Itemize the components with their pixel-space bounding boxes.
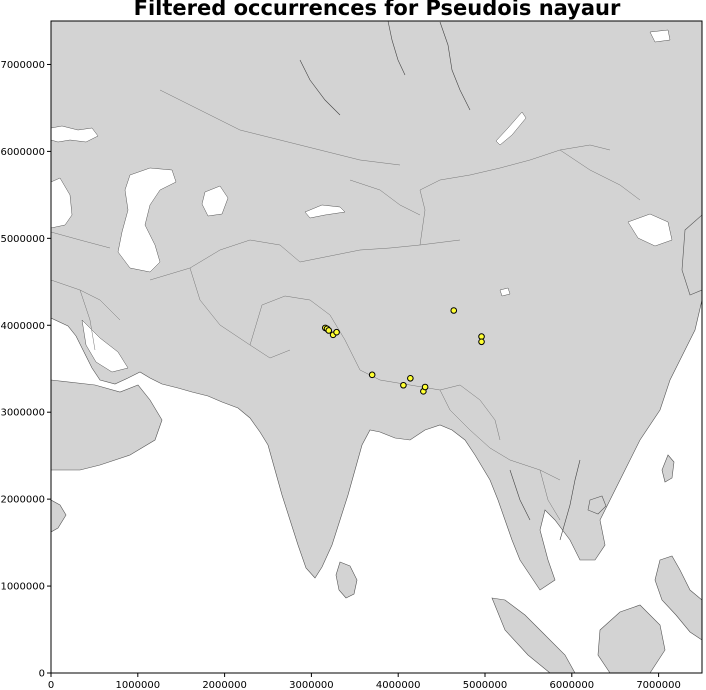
landmass-sri-lanka [335, 561, 358, 599]
occurrence-point [325, 327, 333, 334]
occurrence-point [400, 381, 407, 389]
y-tick-label: 4000000 [0, 321, 45, 332]
landmass-philippines [654, 555, 702, 641]
y-tick-label: 5000000 [0, 234, 45, 245]
y-tick-label: 2000000 [0, 495, 45, 506]
occurrence-points [321, 307, 485, 395]
river-lines [299, 21, 581, 541]
landmass-borneo [597, 604, 666, 673]
x-tick-label: 1000000 [116, 680, 161, 690]
x-tick-label: 6000000 [550, 680, 595, 690]
chart-title: Filtered occurrences for Pseudois nayaur [134, 0, 621, 20]
x-tick-label: 0 [48, 680, 54, 690]
x-tick-label: 5000000 [463, 680, 508, 690]
lake-baikal [495, 111, 527, 146]
aral-sea [201, 185, 229, 217]
y-axis: 0 1000000 2000000 3000000 4000000 5000000 6000… [0, 60, 51, 680]
occurrence-point [407, 374, 414, 382]
x-tick-label: 4000000 [376, 680, 421, 690]
landmass-africa [51, 499, 67, 533]
occurrence-point [368, 371, 376, 379]
y-tick-label: 6000000 [0, 147, 45, 158]
x-axis: 0 1000000 2000000 3000000 4000000 5000000 6000… [48, 673, 681, 690]
occurrence-point [450, 307, 458, 314]
occurrence-point [478, 338, 485, 346]
qinghai-lake [499, 287, 511, 297]
occurrence-point [421, 383, 429, 391]
lake-balkhash [304, 204, 346, 219]
map-plot-area [50, 20, 703, 674]
border-lines [51, 89, 641, 521]
x-tick-label: 7000000 [636, 680, 681, 690]
arctic-inlet [649, 29, 671, 43]
red-sea-edge [51, 177, 73, 229]
landmass-hainan [587, 495, 607, 515]
basemap [51, 21, 702, 673]
black-sea [51, 125, 99, 143]
y-tick-label: 3000000 [0, 408, 45, 419]
caspian-sea [117, 167, 177, 273]
plot-frame [50, 20, 703, 674]
landmass-arabia [51, 379, 163, 471]
y-tick-label: 7000000 [0, 60, 45, 71]
landmass-eurasia [51, 21, 702, 591]
landmass-taiwan [661, 454, 675, 483]
x-tick-label: 2000000 [202, 680, 247, 690]
landmass-japan [681, 214, 702, 296]
y-tick-label: 0 [39, 669, 45, 680]
occurrence-point [333, 328, 340, 336]
y-tick-label: 1000000 [0, 582, 45, 593]
x-tick-label: 3000000 [289, 680, 334, 690]
landmass-sumatra [491, 597, 576, 673]
persian-gulf [81, 319, 129, 373]
bohai-sea [627, 213, 673, 247]
